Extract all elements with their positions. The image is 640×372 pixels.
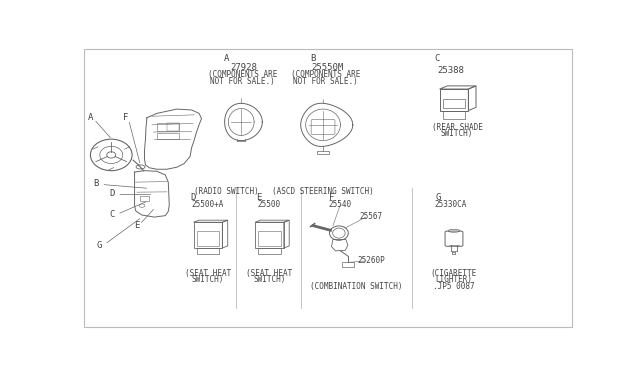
Bar bbox=[140, 196, 149, 201]
Bar bbox=[167, 124, 179, 131]
Text: C: C bbox=[109, 210, 115, 219]
Text: F: F bbox=[330, 193, 335, 202]
Text: E: E bbox=[256, 193, 261, 202]
Text: (SEAT HEAT: (SEAT HEAT bbox=[246, 269, 292, 278]
Text: 25550M: 25550M bbox=[311, 63, 343, 72]
Text: G: G bbox=[96, 241, 102, 250]
Text: SWITCH): SWITCH) bbox=[192, 275, 224, 284]
Text: 25260P: 25260P bbox=[358, 256, 385, 264]
Text: (SEAT HEAT: (SEAT HEAT bbox=[185, 269, 231, 278]
Text: 25388: 25388 bbox=[438, 66, 465, 75]
Text: E: E bbox=[134, 221, 140, 230]
Text: 25330CA: 25330CA bbox=[435, 200, 467, 209]
Bar bbox=[157, 133, 179, 139]
Text: B: B bbox=[310, 54, 316, 64]
Text: (RADIO SWITCH): (RADIO SWITCH) bbox=[194, 187, 259, 196]
Text: 25500: 25500 bbox=[258, 200, 281, 209]
Text: NOT FOR SALE.): NOT FOR SALE.) bbox=[293, 77, 358, 86]
Text: (COMBINATION SWITCH): (COMBINATION SWITCH) bbox=[310, 282, 402, 291]
Text: NOT FOR SALE.): NOT FOR SALE.) bbox=[210, 77, 275, 86]
Text: 25500+A: 25500+A bbox=[192, 200, 224, 209]
Text: SWITCH): SWITCH) bbox=[441, 129, 473, 138]
Text: C: C bbox=[435, 54, 440, 64]
Text: (ASCD STEERING SWITCH): (ASCD STEERING SWITCH) bbox=[272, 187, 374, 196]
Text: 25567: 25567 bbox=[359, 212, 382, 221]
Text: A: A bbox=[223, 54, 229, 64]
Text: (COMPONENTS ARE: (COMPONENTS ARE bbox=[207, 70, 277, 79]
Text: (CIGARETTE: (CIGARETTE bbox=[431, 269, 477, 278]
Text: A: A bbox=[88, 113, 93, 122]
Text: B: B bbox=[93, 179, 99, 188]
Text: G: G bbox=[435, 193, 441, 202]
Text: D: D bbox=[109, 189, 115, 198]
Text: SWITCH): SWITCH) bbox=[253, 275, 285, 284]
Bar bbox=[342, 262, 354, 267]
Text: .JP5 0087: .JP5 0087 bbox=[433, 282, 475, 291]
Bar bbox=[157, 124, 179, 131]
Text: F: F bbox=[124, 113, 129, 122]
Text: 27928: 27928 bbox=[230, 63, 257, 72]
Text: LIGHTER): LIGHTER) bbox=[435, 275, 472, 284]
Text: (REAR SHADE: (REAR SHADE bbox=[431, 123, 483, 132]
Bar bbox=[317, 151, 329, 154]
Text: (COMPONENTS ARE: (COMPONENTS ARE bbox=[291, 70, 360, 79]
Text: D: D bbox=[191, 193, 196, 202]
Text: 25540: 25540 bbox=[329, 200, 352, 209]
